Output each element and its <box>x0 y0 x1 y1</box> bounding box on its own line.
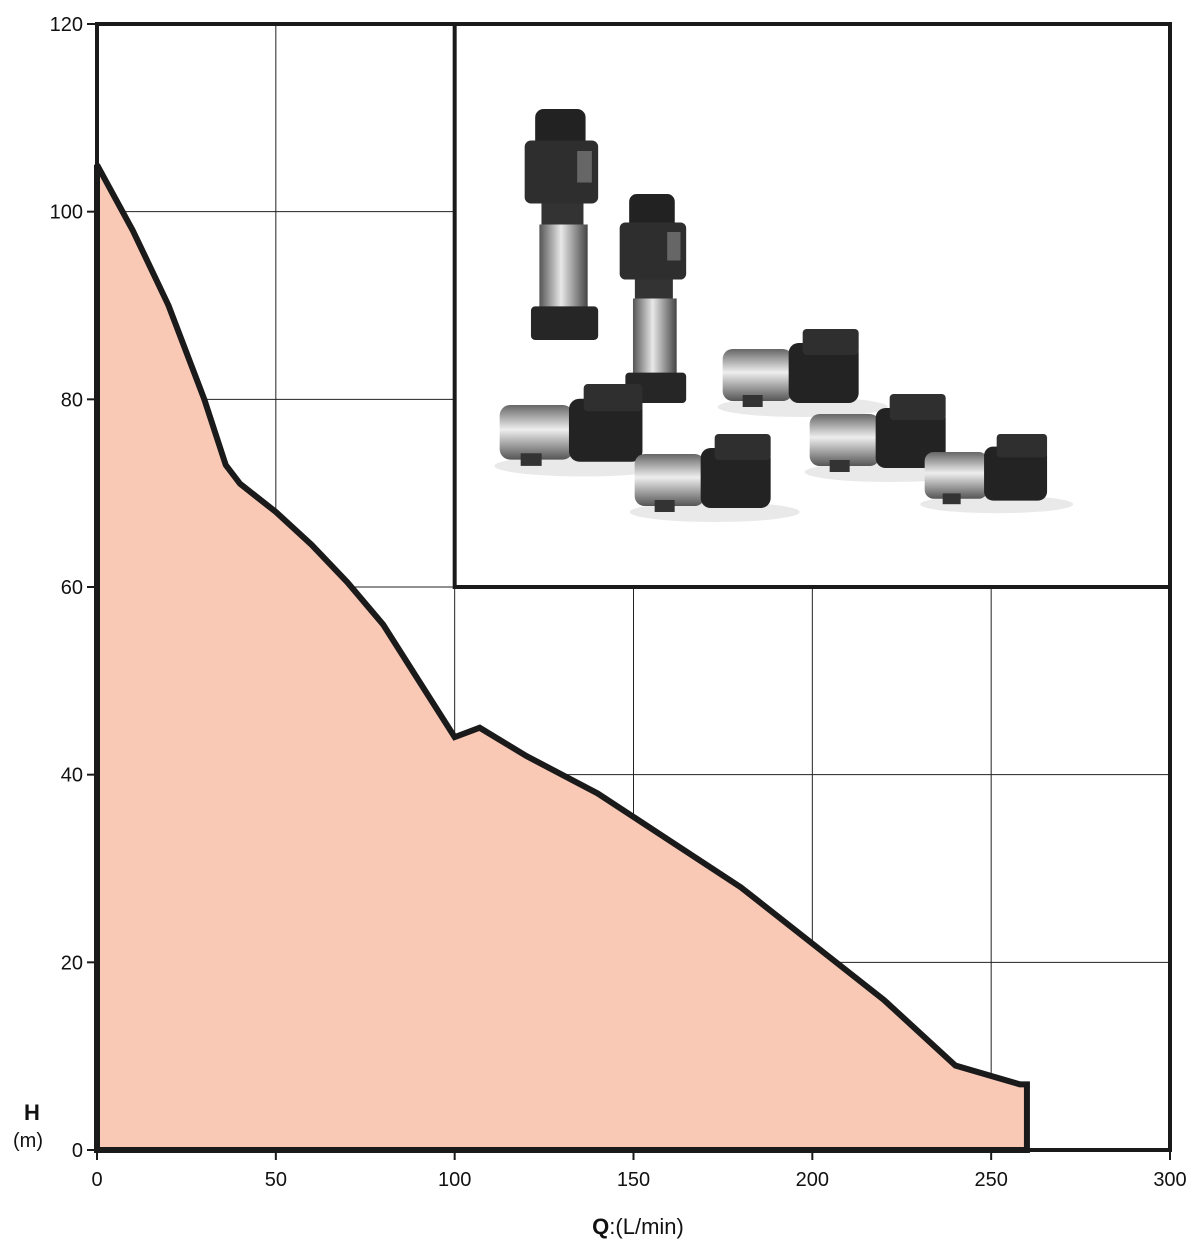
horizontal-pump-2 <box>494 384 673 477</box>
y-tick-label-3: 60 <box>61 577 83 599</box>
vertical-pump-2 <box>619 194 687 403</box>
vertical-pump-1 <box>524 109 599 340</box>
x-tick-label-1: 50 <box>265 1169 287 1191</box>
x-tick-label-5: 250 <box>974 1169 1007 1191</box>
y-axis-ticks: 0 20 40 60 80 100 120 <box>50 14 97 1162</box>
x-tick-label-0: 0 <box>91 1169 102 1191</box>
y-tick-label-1: 20 <box>61 952 83 974</box>
x-tick-label-3: 150 <box>617 1169 650 1191</box>
y-tick-label-0: 0 <box>72 1140 83 1162</box>
x-tick-label-4: 200 <box>796 1169 829 1191</box>
x-tick-label-6: 300 <box>1153 1169 1186 1191</box>
y-tick-label-4: 80 <box>61 389 83 411</box>
x-axis-symbol: Q <box>592 1214 609 1239</box>
pump-photo-icon <box>494 109 1074 522</box>
y-axis-symbol: H <box>24 1100 40 1125</box>
product-photo-inset <box>452 22 1172 589</box>
horizontal-pump-3 <box>629 434 800 522</box>
x-tick-label-2: 100 <box>438 1169 471 1191</box>
x-axis-unit: :(L/min) <box>609 1214 684 1239</box>
y-tick-label-5: 100 <box>50 202 83 224</box>
horizontal-pump-5 <box>920 434 1074 514</box>
horizontal-pump-1 <box>717 329 888 417</box>
y-tick-label-2: 40 <box>61 765 83 787</box>
x-axis-ticks: 0 50 100 150 200 250 300 <box>91 1150 1187 1191</box>
y-tick-label-6: 120 <box>50 14 83 36</box>
performance-area <box>94 163 1030 1153</box>
y-axis-unit: (m) <box>13 1130 43 1152</box>
x-axis-label: Q:(L/min) <box>592 1214 684 1239</box>
